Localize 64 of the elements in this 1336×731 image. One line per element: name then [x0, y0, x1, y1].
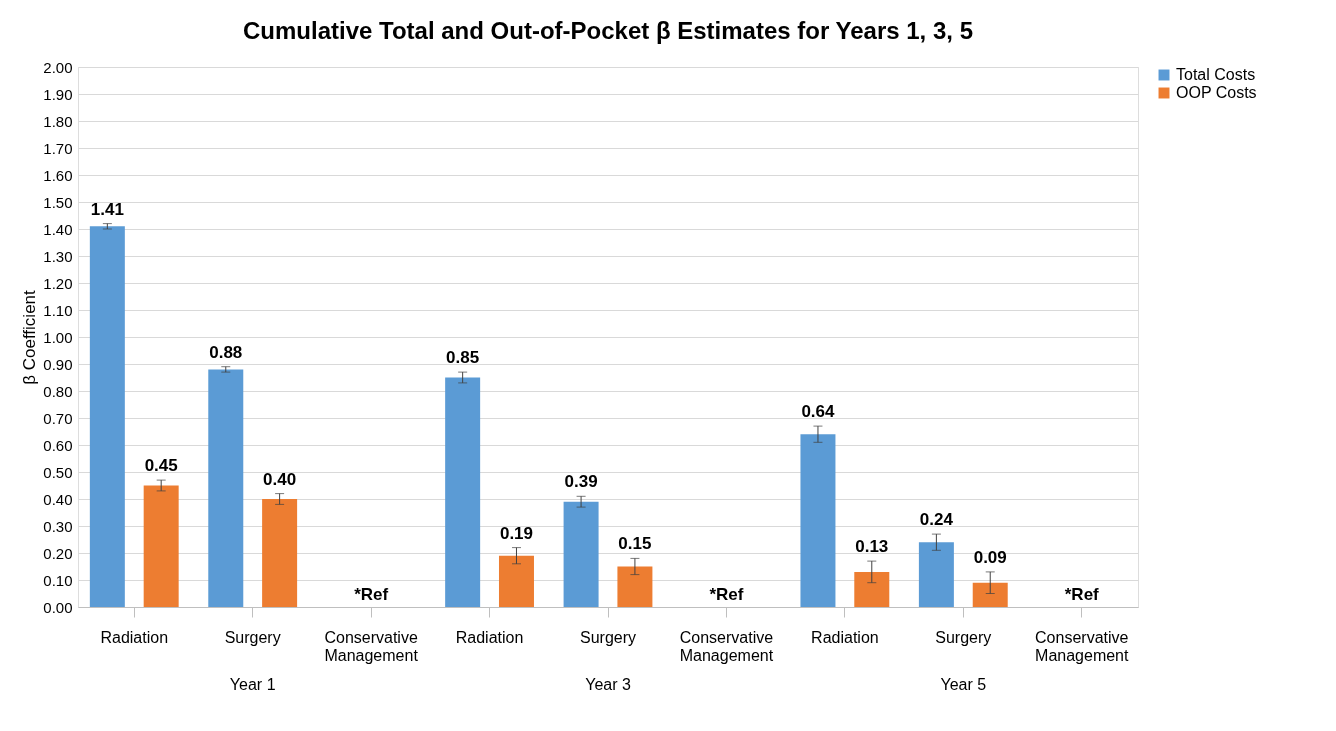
data-label: 0.64 — [801, 402, 836, 422]
y-tick-label: 1.20 — [43, 274, 73, 292]
annotation: *Ref — [354, 585, 389, 604]
data-label: 0.19 — [499, 523, 534, 543]
x-tick-label: Radiation — [455, 628, 524, 646]
x-tick-label: Surgery — [579, 628, 637, 646]
y-tick-label: 0.70 — [43, 409, 73, 427]
bar — [617, 566, 653, 607]
data-label: 0.24 — [919, 510, 954, 530]
y-tick-label: 0.10 — [43, 571, 73, 589]
x-tick-label: Conservative Management — [324, 628, 419, 664]
y-tick-label: 0.50 — [43, 463, 73, 481]
bar — [445, 377, 481, 607]
bar — [854, 571, 890, 607]
y-tick-label: 0.20 — [43, 544, 73, 562]
y-tick-label: 1.30 — [43, 247, 73, 265]
legend-label: OOP Costs — [1176, 84, 1257, 101]
y-tick-label: 1.80 — [43, 112, 73, 130]
data-label: 0.09 — [973, 547, 1007, 567]
x-tick-label: Conservative Management — [1035, 628, 1129, 664]
bar — [918, 542, 954, 607]
bar — [972, 582, 1008, 607]
y-tick-label: 0.80 — [43, 382, 73, 400]
y-axis-title: β Coefficient — [20, 289, 40, 385]
y-tick-label: 1.50 — [43, 193, 73, 211]
data-label: 0.85 — [446, 348, 480, 368]
annotation: *Ref — [1064, 585, 1100, 604]
y-tick-label: 2.00 — [43, 58, 73, 76]
y-tick-label: 0.00 — [43, 598, 73, 616]
annotation: *Ref — [709, 585, 744, 604]
y-tick-label: 0.40 — [43, 490, 73, 508]
chart-title: Cumulative Total and Out-of-Pocket β Estimates for Years 1, 3, 5 — [243, 17, 973, 44]
y-tick-label: 1.40 — [43, 220, 73, 238]
x-tick-label: Surgery — [935, 628, 992, 646]
bar — [143, 485, 179, 607]
bar — [89, 226, 125, 607]
x-tick-label: Radiation — [100, 628, 169, 646]
x-tick-label: Radiation — [811, 628, 879, 646]
x-tick-label: Surgery — [224, 628, 281, 646]
x-tick-label: Conservative Management — [679, 628, 774, 664]
legend-label: Total Costs — [1176, 66, 1256, 83]
data-label: 0.15 — [618, 534, 652, 554]
y-tick-label: 0.90 — [43, 355, 73, 373]
data-label: 0.40 — [263, 469, 297, 489]
data-label: 1.41 — [90, 199, 124, 219]
bar — [800, 434, 836, 607]
data-label: 0.39 — [564, 472, 598, 492]
y-tick-label: 1.70 — [43, 139, 73, 157]
y-tick-label: 0.30 — [43, 517, 73, 535]
bar — [262, 499, 298, 607]
data-label: 0.45 — [144, 456, 178, 476]
y-tick-label: 1.10 — [43, 301, 73, 319]
bar — [563, 501, 599, 607]
y-tick-label: 1.60 — [43, 166, 73, 184]
text: Year 1 — [229, 676, 276, 693]
y-tick-label: 1.00 — [43, 328, 73, 346]
bar — [208, 369, 244, 607]
bar — [498, 555, 534, 607]
text: Year 5 — [940, 676, 987, 693]
text: Year 3 — [585, 676, 631, 693]
data-label: 0.88 — [209, 342, 243, 362]
data-label: 0.13 — [855, 537, 889, 557]
y-tick-label: 0.60 — [43, 436, 73, 454]
y-tick-label: 1.90 — [43, 85, 73, 103]
